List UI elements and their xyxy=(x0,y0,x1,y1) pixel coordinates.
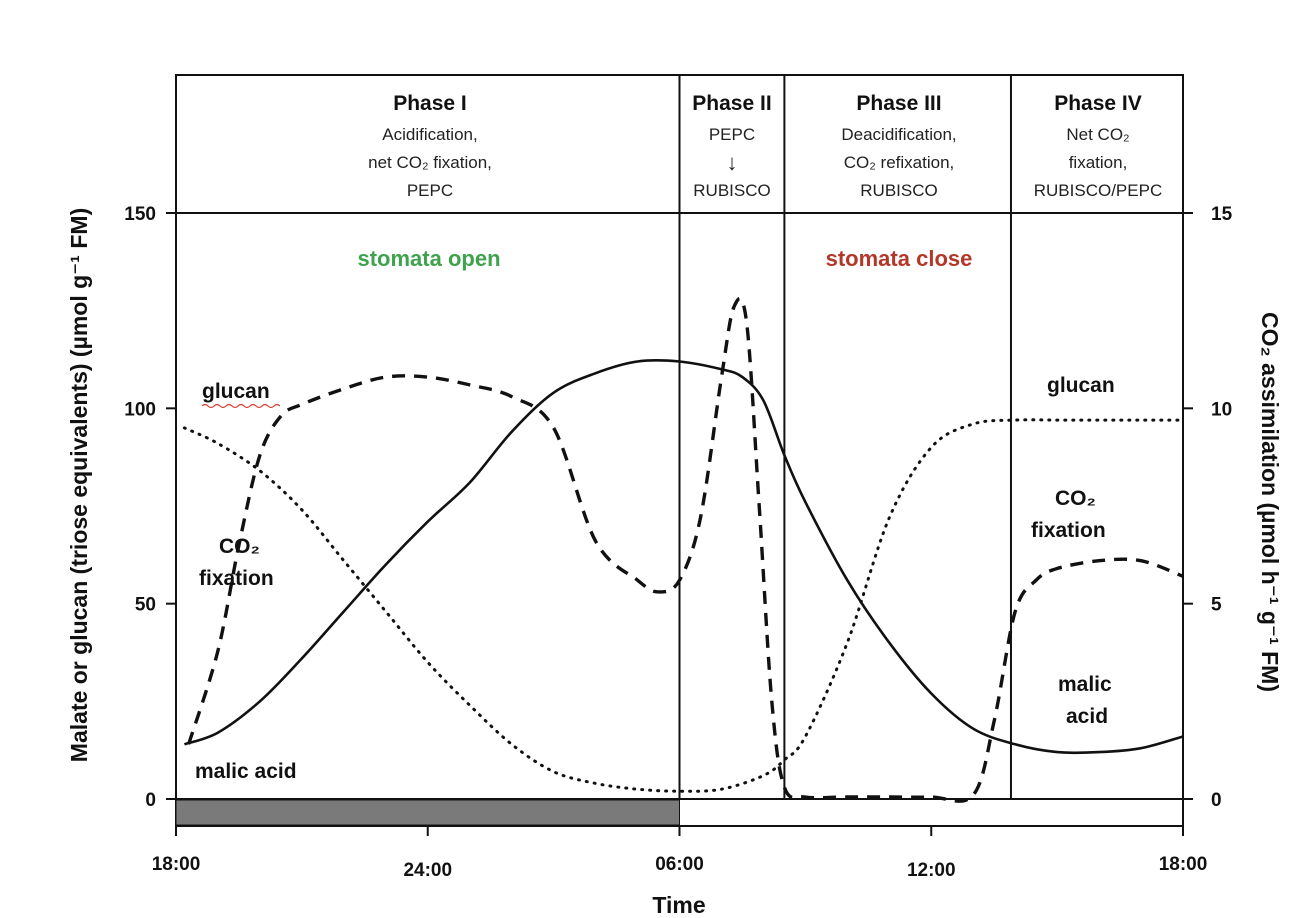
phase-4-header: Phase IV Net CO₂ fixation, RUBISCO/PEPC xyxy=(1034,92,1162,200)
y-left-tick-label: 100 xyxy=(124,399,156,420)
phase-4-title: Phase IV xyxy=(1054,92,1142,115)
x-axis-title: Time xyxy=(652,892,705,918)
glucan-label-right: glucan xyxy=(1047,374,1115,397)
phase-4-line-2: fixation, xyxy=(1069,153,1128,172)
phase-1-line-2: net CO₂ fixation, xyxy=(368,153,492,172)
phase-dividers xyxy=(678,75,1012,799)
phase-4-line-3: RUBISCO/PEPC xyxy=(1034,181,1162,200)
fixation-label-right: fixation xyxy=(1031,519,1106,542)
x-tick-label: 12:00 xyxy=(907,860,956,881)
co2-label-left: CO₂ xyxy=(219,535,260,558)
phase-1-line-3: PEPC xyxy=(407,181,453,200)
phase-2-arrow: ↓ xyxy=(727,150,738,175)
stomata-close-label: stomata close xyxy=(826,246,973,271)
fixation-label-left: fixation xyxy=(199,567,274,590)
malic-acid-label-left: malic acid xyxy=(195,760,297,783)
y-left-tick-label: 0 xyxy=(145,790,156,811)
phase-1-title: Phase I xyxy=(393,92,467,115)
y-right-tick-label: 0 xyxy=(1211,790,1222,811)
phase-2-header: Phase II PEPC ↓ RUBISCO xyxy=(692,92,771,200)
series-line-glucan xyxy=(182,418,1185,793)
malic-label-right: malic xyxy=(1058,673,1112,696)
y-axis-left-title: Malate or glucan (triose equivalents) (µ… xyxy=(66,208,92,762)
phase-3-line-3: RUBISCO xyxy=(860,181,937,200)
phase-3-title: Phase III xyxy=(856,92,941,115)
phase-2-title: Phase II xyxy=(692,92,771,115)
acid-label-right: acid xyxy=(1066,705,1108,728)
series-line-co-fixation xyxy=(186,297,1184,803)
x-tick-label: 18:00 xyxy=(152,854,201,875)
axis-layer: 0 50 100 150 0 5 10 15 18:00 24:00 06:00 12:00 18:00 xyxy=(124,204,1232,881)
x-tick-label: 06:00 xyxy=(655,854,704,875)
y-right-tick-label: 15 xyxy=(1211,204,1233,225)
phase-3-header: Phase III Deacidification, CO₂ refixatio… xyxy=(841,92,956,200)
glucan-spellcheck-squiggle xyxy=(201,403,281,409)
y-axis-right-title: CO₂ assimilation (µmol h⁻¹ g⁻¹ FM) xyxy=(1257,312,1283,692)
y-left-tick-label: 150 xyxy=(124,204,156,225)
phase-2-line-1: PEPC xyxy=(709,125,755,144)
phase-2-line-3: RUBISCO xyxy=(693,181,770,200)
phase-1-line-1: Acidification, xyxy=(382,125,477,144)
phase-4-line-1: Net CO₂ xyxy=(1066,125,1129,144)
phase-3-line-1: Deacidification, xyxy=(841,125,956,144)
phase-1-header: Phase I Acidification, net CO₂ fixation,… xyxy=(368,92,492,200)
y-right-tick-label: 10 xyxy=(1211,399,1232,420)
stomata-open-label: stomata open xyxy=(357,246,500,271)
dark-period-bar xyxy=(175,799,680,826)
phase-3-line-2: CO₂ refixation, xyxy=(844,153,955,172)
glucan-label-left: glucan xyxy=(202,380,270,403)
y-right-tick-label: 5 xyxy=(1211,595,1222,616)
x-tick-label: 18:00 xyxy=(1159,854,1208,875)
y-left-tick-label: 50 xyxy=(135,595,156,616)
co2-label-right: CO₂ xyxy=(1055,487,1096,510)
x-tick-label: 24:00 xyxy=(403,860,452,881)
series-layer xyxy=(182,297,1185,803)
